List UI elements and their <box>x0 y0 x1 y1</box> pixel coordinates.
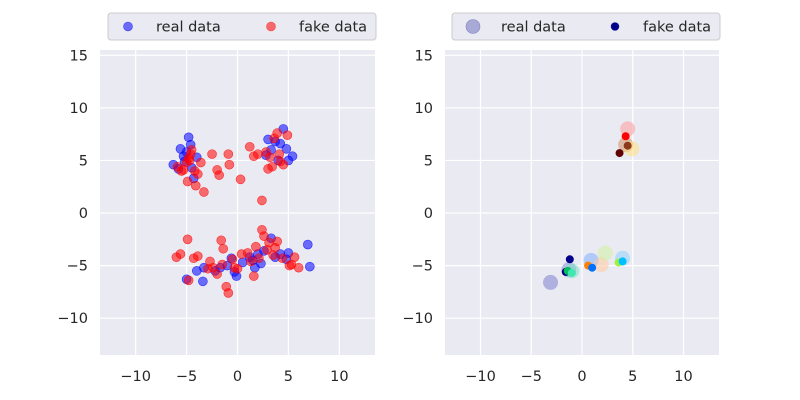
fake-data-point <box>184 155 195 166</box>
legend-marker <box>123 21 133 32</box>
x-tick-label: −10 <box>120 369 151 385</box>
fake-data-point <box>207 149 217 159</box>
fake-data-point <box>196 157 206 168</box>
legend-label: real data <box>156 20 221 36</box>
fake-data-point <box>257 195 267 206</box>
y-tick-label: 15 <box>415 48 433 64</box>
x-tick-label: 0 <box>577 369 586 385</box>
legend-frame <box>451 12 721 41</box>
real-data-point <box>281 144 292 154</box>
legend-label: fake data <box>643 20 711 36</box>
real-data-point <box>198 276 208 287</box>
y-tick-label: −5 <box>412 259 433 275</box>
legend-label: fake data <box>299 20 367 36</box>
fake-data-point <box>217 259 228 270</box>
x-tick-label: 10 <box>330 369 348 385</box>
fake-data-point <box>286 259 297 270</box>
fake-data-point <box>178 165 189 175</box>
real-data-point <box>597 245 613 261</box>
x-tick-label: 0 <box>233 369 242 385</box>
legend: real data fake data <box>107 12 377 41</box>
fake-data-point <box>223 149 234 159</box>
real-data-point <box>305 261 315 272</box>
fake-data-point <box>244 141 255 152</box>
legend-marker <box>266 21 276 32</box>
y-tick-label: 0 <box>424 206 433 222</box>
fake-data-point <box>565 255 574 264</box>
fake-data-point <box>282 130 293 140</box>
fake-data-point <box>623 141 632 150</box>
x-tick-label: −5 <box>176 369 197 385</box>
fake-data-point <box>270 242 280 253</box>
x-tick-label: 5 <box>284 369 293 385</box>
y-tick-label: 0 <box>79 206 88 222</box>
fake-data-point <box>175 249 186 259</box>
fake-data-point <box>190 180 201 191</box>
x-tick-label: −5 <box>521 369 542 385</box>
fake-data-point <box>199 187 209 197</box>
legend-marker <box>465 19 481 34</box>
fake-data-point <box>615 149 624 158</box>
fake-data-point <box>567 268 576 277</box>
fake-data-point <box>265 152 275 163</box>
real-data-point <box>620 121 636 137</box>
fake-data-point <box>253 149 263 159</box>
fake-data-point <box>214 170 224 180</box>
x-tick-label: −10 <box>465 369 496 385</box>
fake-data-point <box>254 253 264 264</box>
fake-data-point <box>182 176 193 187</box>
y-tick-label: 5 <box>424 153 433 169</box>
fake-data-point <box>251 241 261 252</box>
real-data-point <box>593 257 609 273</box>
legend-marker <box>610 22 620 31</box>
x-tick-label: 10 <box>674 369 692 385</box>
fake-data-point <box>216 235 227 246</box>
fake-data-point <box>618 257 627 266</box>
fake-data-point <box>621 132 630 141</box>
fake-data-point <box>274 149 285 159</box>
right-scatter-panel: −10 −5 0 5 10 −10 −5 0 5 10 15 real data fake data <box>402 12 721 385</box>
fake-data-point <box>186 145 197 155</box>
y-tick-label: 5 <box>79 153 88 169</box>
fake-data-point <box>224 159 235 170</box>
y-tick-label: −10 <box>57 311 88 327</box>
fake-data-point <box>245 256 256 267</box>
fake-data-point <box>248 271 259 281</box>
legend: real data fake data <box>451 12 721 41</box>
fake-data-point <box>212 269 222 279</box>
fake-data-point <box>192 169 203 179</box>
real-data-point <box>543 274 559 290</box>
fake-data-point <box>223 288 234 298</box>
legend-label: real data <box>501 20 566 36</box>
fake-data-point <box>235 174 246 185</box>
y-tick-label: 15 <box>70 48 88 64</box>
fake-data-point <box>227 254 238 265</box>
fake-data-point <box>182 234 193 245</box>
fake-data-point <box>203 263 213 274</box>
fake-data-point <box>259 231 269 241</box>
real-data-point <box>302 239 313 250</box>
fake-data-point <box>218 243 229 254</box>
fake-data-point <box>232 263 243 274</box>
fake-data-point <box>277 253 288 264</box>
y-tick-label: −5 <box>67 259 88 275</box>
y-tick-label: −10 <box>402 311 433 327</box>
fake-data-point <box>272 128 283 138</box>
fake-data-point <box>242 248 253 258</box>
x-tick-label: 5 <box>628 369 637 385</box>
fake-data-point <box>588 263 597 272</box>
legend-frame <box>107 12 377 41</box>
real-data-point <box>275 138 286 149</box>
left-scatter-panel: −10 −5 0 5 10 −10 −5 0 5 10 15 real data fake data <box>57 12 377 385</box>
fake-data-point <box>278 159 289 170</box>
fake-data-point <box>183 275 194 286</box>
y-tick-label: 10 <box>70 101 88 117</box>
y-tick-label: 10 <box>415 101 433 117</box>
fake-data-point <box>267 161 277 172</box>
fake-data-point <box>192 251 203 261</box>
